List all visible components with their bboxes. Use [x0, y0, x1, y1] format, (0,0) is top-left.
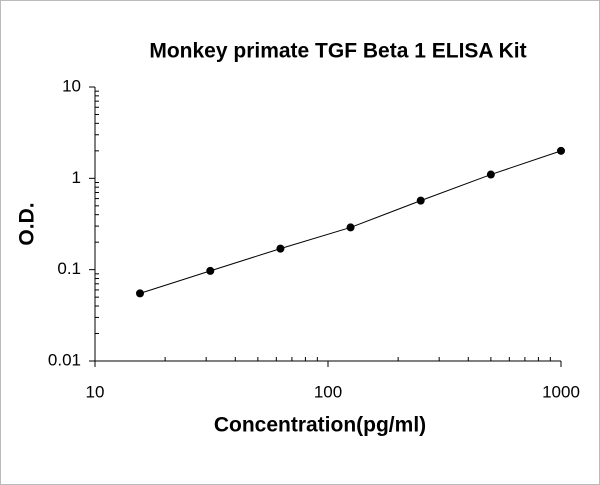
x-axis-label: Concentration(pg/ml): [214, 414, 426, 437]
point: [416, 196, 425, 205]
y-tick-label: 0.01: [48, 350, 81, 369]
point: [135, 289, 144, 298]
point: [557, 146, 565, 155]
y-tick-label: 10: [62, 76, 81, 95]
x-tick-label: 10: [86, 382, 105, 401]
x-tick-label: 1000: [542, 382, 580, 401]
y-tick-label: 1: [72, 168, 81, 187]
point: [486, 170, 495, 179]
y-axis-label: O.D.: [16, 202, 39, 245]
point: [346, 223, 355, 232]
y-tick-label: 0.1: [57, 259, 81, 278]
point: [276, 244, 285, 253]
point: [206, 266, 215, 275]
chart-title: Monkey primate TGF Beta 1 ELISA Kit: [149, 40, 526, 63]
x-tick-label: 100: [314, 382, 342, 401]
